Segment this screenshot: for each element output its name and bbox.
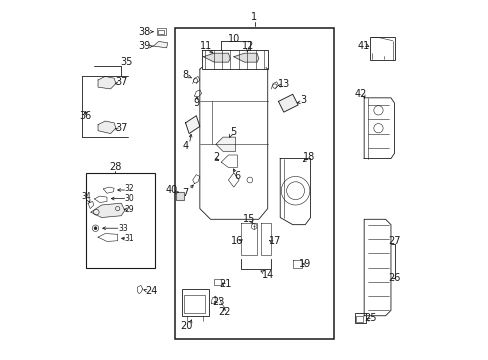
Text: 23: 23	[211, 297, 224, 307]
Text: 41: 41	[357, 41, 369, 51]
Text: 28: 28	[109, 162, 121, 172]
Polygon shape	[185, 116, 200, 134]
Text: 40: 40	[165, 185, 178, 195]
Text: 32: 32	[124, 184, 134, 193]
Text: 8: 8	[182, 69, 188, 80]
Bar	[157, 28, 165, 35]
Text: 14: 14	[261, 270, 273, 280]
Text: 30: 30	[124, 194, 134, 203]
Bar	[182, 289, 208, 316]
Text: 15: 15	[243, 214, 255, 224]
Text: 16: 16	[230, 236, 242, 246]
Circle shape	[94, 227, 97, 230]
Bar	[158, 30, 164, 34]
Bar	[356, 316, 363, 322]
Bar	[214, 279, 221, 285]
Text: 3: 3	[300, 95, 306, 105]
Polygon shape	[98, 121, 116, 134]
Polygon shape	[176, 192, 183, 200]
Polygon shape	[98, 76, 116, 89]
Polygon shape	[153, 41, 167, 48]
Polygon shape	[203, 53, 230, 62]
Bar	[354, 313, 365, 323]
Text: 42: 42	[354, 89, 366, 99]
Bar	[176, 192, 183, 200]
Text: 25: 25	[363, 313, 376, 323]
Text: 11: 11	[200, 41, 212, 51]
Text: 21: 21	[219, 279, 232, 289]
Text: 36: 36	[79, 111, 91, 121]
Bar	[175, 28, 333, 339]
Text: 12: 12	[242, 41, 254, 51]
Text: 10: 10	[228, 34, 240, 44]
Text: 9: 9	[193, 98, 199, 108]
Text: 2: 2	[212, 152, 219, 162]
Bar	[85, 173, 155, 267]
Polygon shape	[233, 53, 258, 62]
Text: 1: 1	[251, 13, 257, 22]
Text: 6: 6	[234, 171, 240, 181]
Text: 31: 31	[124, 234, 134, 243]
Text: 4: 4	[182, 141, 188, 151]
Polygon shape	[216, 137, 235, 152]
Text: 33: 33	[118, 224, 128, 233]
Text: 18: 18	[303, 152, 315, 162]
Bar	[369, 37, 394, 60]
Polygon shape	[278, 94, 298, 112]
Text: 29: 29	[124, 205, 134, 214]
Text: 7: 7	[182, 188, 188, 198]
Text: 39: 39	[138, 41, 150, 51]
Text: 17: 17	[268, 236, 281, 246]
Text: 20: 20	[180, 321, 192, 331]
Text: 19: 19	[299, 259, 311, 269]
Text: 37: 37	[115, 77, 127, 87]
Text: 24: 24	[145, 286, 158, 296]
Text: 35: 35	[120, 57, 133, 67]
Text: 26: 26	[388, 273, 400, 283]
Polygon shape	[91, 203, 124, 217]
Text: 13: 13	[277, 78, 289, 89]
Text: 27: 27	[388, 236, 400, 246]
Bar	[183, 295, 205, 313]
Text: 22: 22	[218, 307, 230, 317]
Text: 38: 38	[138, 27, 150, 37]
Text: 37: 37	[115, 123, 127, 133]
Text: 34: 34	[81, 192, 91, 201]
Text: 5: 5	[229, 127, 236, 137]
